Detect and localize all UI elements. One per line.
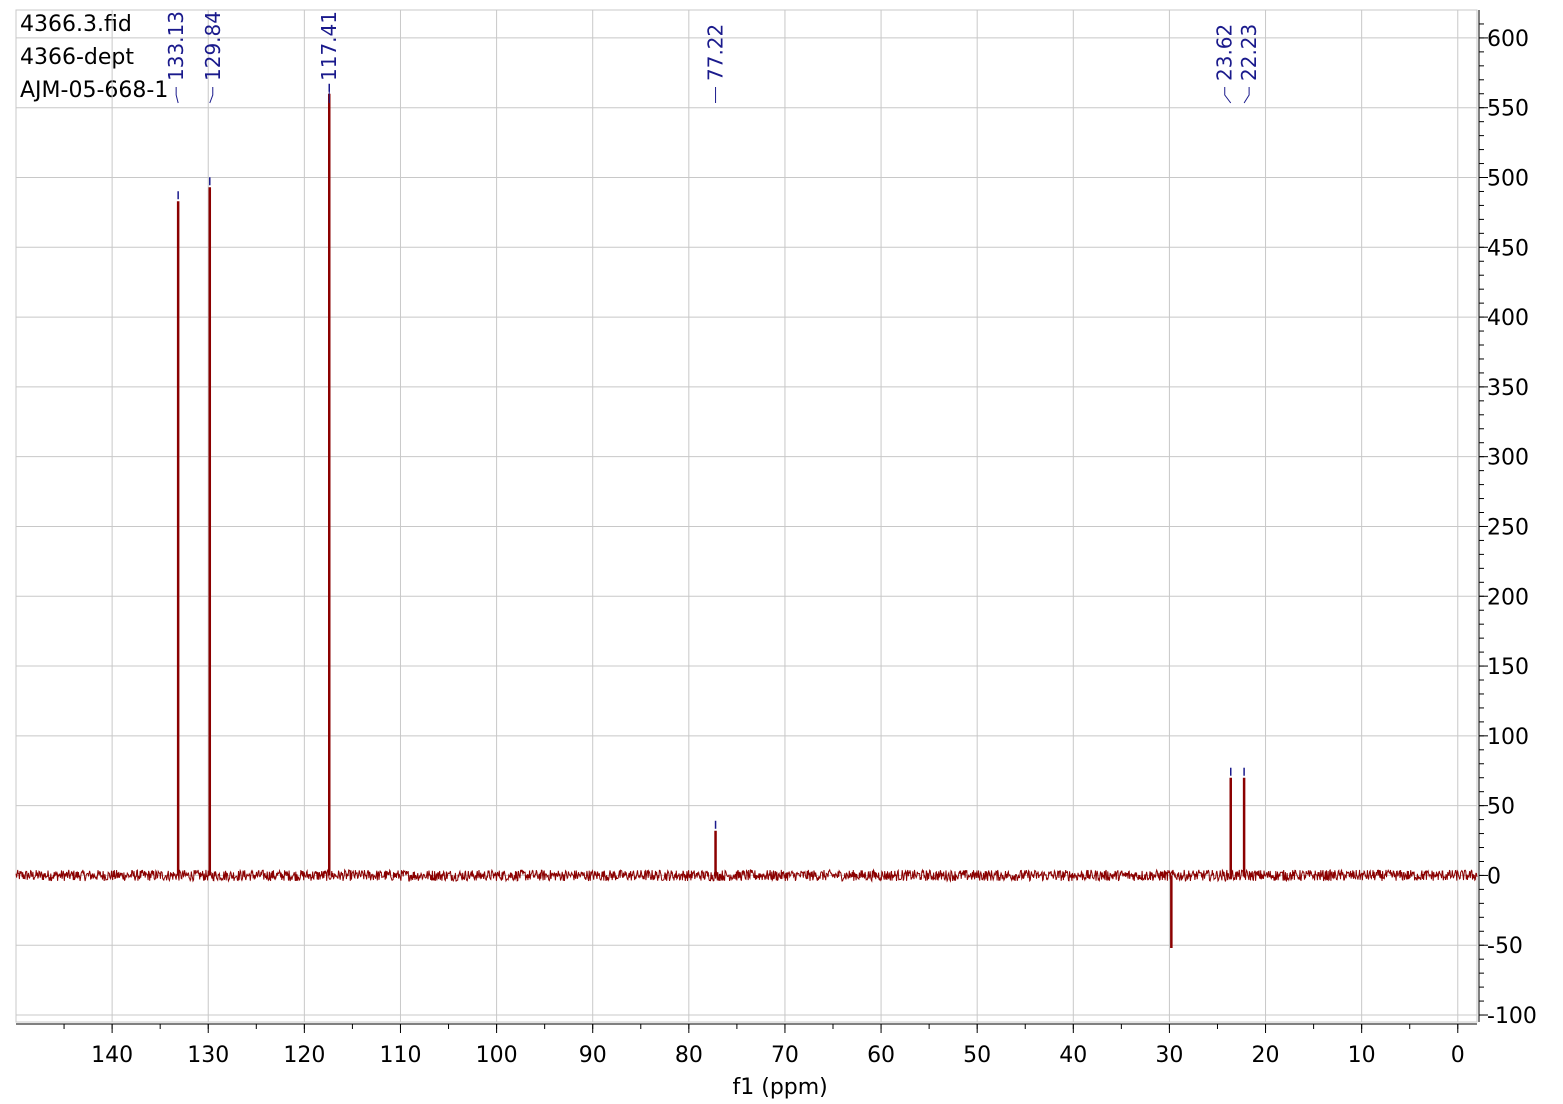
spectrum-title-block: 4366.3.fid 4366-dept AJM-05-668-1 <box>20 8 168 107</box>
peak-label-connector <box>175 87 179 104</box>
x-tick-label: 20 <box>1252 1043 1280 1068</box>
y-tick-label: 0 <box>1487 864 1501 889</box>
y-tick-label: -50 <box>1487 934 1523 959</box>
x-tick-label: 60 <box>867 1043 895 1068</box>
y-tick-label: -100 <box>1487 1004 1537 1029</box>
peak-label-connector <box>1243 87 1250 104</box>
y-tick-label: 350 <box>1487 376 1529 401</box>
grid-layer <box>15 9 1478 1023</box>
x-tick-label: 70 <box>771 1043 799 1068</box>
y-tick-label: 600 <box>1487 27 1529 52</box>
peak-label-connector <box>1224 87 1232 104</box>
axis-layer: 140 130 120 110 100 90 80 70 60 50 40 30 20 10 0f1 (pp… <box>16 10 1537 1100</box>
y-tick-label: 550 <box>1487 97 1529 122</box>
x-tick-label: 110 <box>379 1043 421 1068</box>
experiment-label: 4366-dept <box>20 45 135 70</box>
filename-label: 4366.3.fid <box>20 12 132 37</box>
y-tick-label: 250 <box>1487 515 1529 540</box>
y-tick-label: 200 <box>1487 585 1529 610</box>
y-tick-label: 300 <box>1487 446 1529 471</box>
x-axis-label: f1 (ppm) <box>733 1075 828 1100</box>
peak-label: 117.41 <box>317 11 341 81</box>
x-tick-label: 50 <box>963 1043 991 1068</box>
peak-label-connector <box>209 87 214 104</box>
spectrum-layer <box>15 93 1478 949</box>
y-tick-label: 500 <box>1487 167 1529 192</box>
peak-label: 77.22 <box>704 24 728 81</box>
y-tick-label: 400 <box>1487 306 1529 331</box>
peak-label: 22.23 <box>1237 24 1261 81</box>
sample-label: AJM-05-668-1 <box>20 78 169 103</box>
x-tick-label: 130 <box>187 1043 229 1068</box>
x-tick-label: 10 <box>1348 1043 1376 1068</box>
x-tick-label: 0 <box>1451 1043 1465 1068</box>
y-tick-label: 150 <box>1487 655 1529 680</box>
x-tick-label: 80 <box>675 1043 703 1068</box>
x-tick-label: 120 <box>283 1043 325 1068</box>
y-tick-label: 100 <box>1487 725 1529 750</box>
peak-label: 129.84 <box>201 11 225 81</box>
y-tick-label: 450 <box>1487 236 1529 261</box>
x-tick-label: 140 <box>91 1043 133 1068</box>
x-tick-label: 100 <box>476 1043 518 1068</box>
spectrum-baseline <box>15 868 1478 883</box>
x-tick-label: 30 <box>1155 1043 1183 1068</box>
x-tick-label: 40 <box>1059 1043 1087 1068</box>
x-tick-label: 90 <box>579 1043 607 1068</box>
peak-label-layer: 133.13 129.84 117.41 77.22 23.62 22.23 <box>164 11 1261 829</box>
peak-label: 23.62 <box>1213 24 1237 81</box>
y-tick-label: 50 <box>1487 795 1515 820</box>
peak-label: 133.13 <box>164 11 188 81</box>
plot-frame <box>15 9 1478 1023</box>
